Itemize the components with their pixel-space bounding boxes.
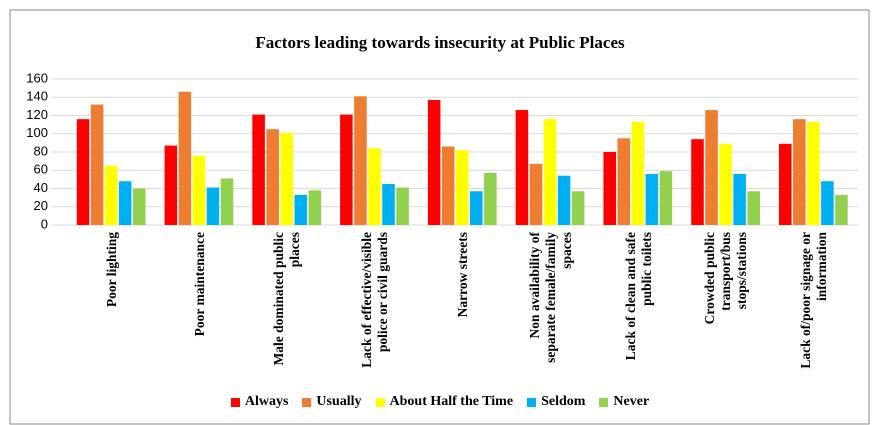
bar (455, 150, 469, 225)
x-tick-text: Poor lighting (103, 232, 119, 308)
x-tick-label: Poor maintenance (172, 232, 228, 372)
bar (645, 173, 659, 225)
x-tick-text: Lack of effective/visible police or civi… (359, 232, 391, 368)
bar (835, 194, 848, 225)
x-tick-label: Narrow streets (435, 232, 491, 372)
bar (164, 145, 178, 225)
bar (308, 190, 322, 225)
legend: Always Usually About Half the Time Seldom Ne… (0, 394, 880, 410)
bar (280, 132, 293, 225)
bar (719, 143, 732, 225)
x-tick-text: Lack of clean and safe public toilets (622, 232, 654, 361)
x-tick-label: Poor lighting (84, 232, 140, 372)
x-tick-text: Lack of/poor signage or information (798, 232, 830, 369)
legend-label: Never (613, 394, 650, 409)
y-tick-label: 120 (26, 107, 48, 122)
bar (484, 172, 497, 225)
bar (543, 119, 557, 225)
legend-swatch (599, 397, 609, 407)
bar (705, 110, 718, 225)
bar (793, 119, 806, 225)
legend-label: Usually (316, 394, 362, 409)
bar (252, 114, 265, 225)
bar (441, 146, 455, 225)
legend-swatch (230, 397, 240, 407)
bar (340, 114, 353, 225)
bar (294, 194, 308, 225)
bar (118, 181, 132, 225)
y-tick-label: 20 (34, 198, 48, 213)
y-tick-label: 160 (26, 70, 48, 85)
legend-swatch (375, 397, 385, 407)
legend-item: Seldom (527, 394, 585, 410)
x-tick-label: Crowded public transport/bus stops/stati… (698, 232, 754, 372)
bar (557, 175, 571, 225)
y-tick-label: 140 (26, 89, 48, 104)
chart-title: Factors leading towards insecurity at Pu… (255, 33, 625, 52)
bar (515, 110, 529, 225)
bar (192, 155, 206, 225)
bar (747, 191, 760, 225)
bar (617, 138, 631, 225)
legend-item: About Half the Time (375, 394, 514, 410)
bar (691, 139, 704, 225)
bar (382, 183, 395, 225)
chart-border (9, 9, 870, 425)
bar (631, 121, 645, 225)
x-tick-text: Poor maintenance (191, 232, 207, 337)
bar (470, 191, 483, 225)
bar (821, 181, 834, 225)
x-tick-text: Crowded public transport/bus stops/stati… (702, 232, 750, 325)
x-tick-text: Narrow streets (455, 232, 470, 318)
bar (76, 119, 90, 225)
y-tick-label: 40 (34, 180, 48, 195)
bar (529, 163, 543, 225)
y-tick-label: 60 (34, 162, 48, 177)
x-tick-label: Lack of clean and safe public toilets (611, 232, 667, 372)
x-tick-text: Male dominated public places (271, 232, 303, 366)
y-tick-label: 100 (26, 125, 48, 140)
x-tick-text: Non availability of separate female/fami… (526, 232, 574, 363)
bar (779, 143, 792, 225)
legend-item: Never (599, 394, 649, 410)
x-tick-label: Non availability of separate female/fami… (523, 232, 579, 372)
legend-label: About Half the Time (389, 394, 514, 409)
bar (90, 104, 104, 225)
bar (368, 148, 381, 225)
x-tick-label: Male dominated public places (259, 232, 315, 372)
bar (396, 187, 409, 225)
x-tick-label: Lack of/poor signage or information (786, 232, 842, 372)
bar (266, 129, 279, 225)
bar (132, 188, 146, 225)
legend-item: Usually (302, 394, 362, 410)
legend-label: Always (244, 394, 289, 409)
bar (571, 191, 585, 225)
bar (220, 178, 234, 225)
x-tick-label: Lack of effective/visible police or civi… (347, 232, 403, 372)
legend-swatch (527, 397, 537, 407)
bar (807, 121, 820, 225)
bar (659, 171, 673, 225)
y-tick-label: 0 (41, 216, 48, 231)
bar (104, 165, 118, 225)
legend-item: Always (230, 394, 289, 410)
bar (733, 173, 746, 225)
legend-swatch (302, 397, 312, 407)
bar (603, 152, 616, 225)
bar (427, 99, 441, 225)
bar (206, 187, 220, 225)
legend-label: Seldom (541, 394, 586, 409)
bar (178, 91, 192, 226)
y-tick-label: 80 (34, 143, 48, 158)
bar (354, 96, 367, 226)
